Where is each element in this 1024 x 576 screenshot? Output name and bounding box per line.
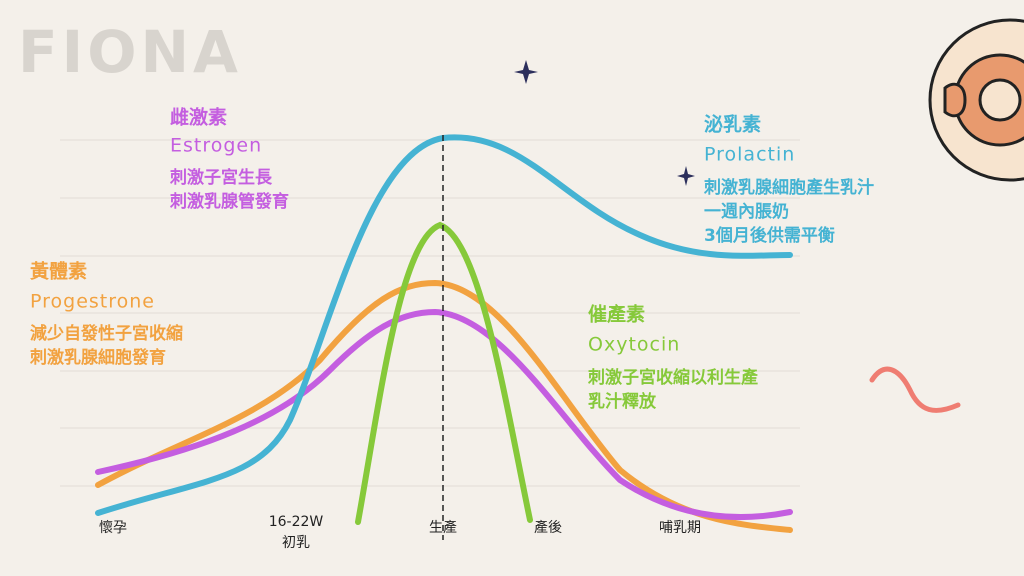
hormone-name: 雌激素 xyxy=(170,106,227,129)
hormone-note: 刺激乳腺細胞產生乳汁 xyxy=(704,177,874,198)
hormone-note: 一週內脹奶 xyxy=(704,201,789,222)
hormone-english: Prolactin xyxy=(704,144,795,166)
hormone-name: 泌乳素 xyxy=(704,113,761,136)
hormone-note: 刺激乳腺管發育 xyxy=(170,191,289,212)
hormone-note: 減少自發性子宮收縮 xyxy=(30,323,183,344)
timeline-sublabel: 初乳 xyxy=(282,534,310,551)
estrogen-lower-curve xyxy=(95,308,793,521)
hormone-english: Progestrone xyxy=(30,291,155,313)
timeline-label: 產後 xyxy=(534,519,562,536)
hormone-note: 乳汁釋放 xyxy=(588,391,657,412)
hormone-name: 催產素 xyxy=(588,303,645,326)
timeline-label: 懷孕 xyxy=(99,520,127,536)
oxytocin-curve xyxy=(355,221,533,525)
prolactin-curve xyxy=(95,134,793,516)
timeline-label: 生產 xyxy=(429,519,457,536)
timeline-label: 16-22W xyxy=(269,514,324,530)
hormone-note: 3個月後供需平衡 xyxy=(704,225,835,246)
breast-illustration xyxy=(928,18,1024,182)
hormone-english: Estrogen xyxy=(170,135,262,157)
progesterone-curve xyxy=(95,279,793,533)
star xyxy=(514,60,538,84)
hormone-english: Oxytocin xyxy=(588,334,680,356)
timeline-label: 哺乳期 xyxy=(659,520,701,536)
hormone-note: 刺激乳腺細胞發育 xyxy=(30,347,166,368)
squiggle xyxy=(869,366,961,413)
hormone-note: 刺激子宮收縮以利生產 xyxy=(588,367,758,388)
star xyxy=(677,166,695,186)
logo: FIONA xyxy=(18,18,242,86)
hormone-note: 刺激子宮生長 xyxy=(170,167,273,188)
hormone-name: 黃體素 xyxy=(30,260,87,283)
